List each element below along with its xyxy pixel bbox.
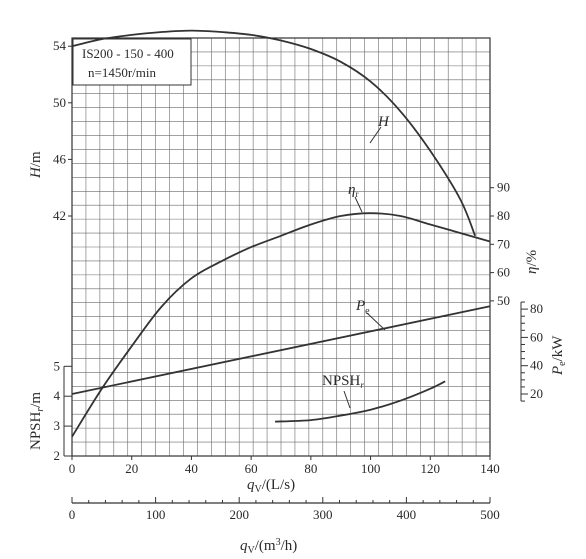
plot-frame (71, 37, 491, 457)
npsh-tick-label: 2 (54, 448, 61, 463)
y-axis-title-Pe: Pe/kW (550, 335, 568, 376)
x-tick-label: 120 (421, 461, 441, 476)
curve-label-H-text: H (377, 114, 390, 130)
y-axis-title-H: H/m (28, 151, 44, 179)
x2-tick-label: 300 (313, 507, 333, 522)
npsh-tick-label: 5 (54, 358, 61, 373)
x2-tick-label: 400 (397, 507, 417, 522)
eta-tick-label: 60 (497, 265, 510, 280)
h-tick-label: 42 (53, 208, 66, 223)
eta-tick-label: 50 (497, 293, 510, 308)
model-info-box: IS200 - 150 - 400 n=1450r/min (72, 38, 192, 86)
speed-label: n=1450r/min (88, 65, 156, 80)
pe-tick-label: 80 (530, 301, 543, 316)
x2-axis-title: qV/(m3/h) (240, 537, 297, 556)
grid (72, 38, 490, 456)
head-curve (71, 29, 476, 237)
curve-label-H: H (369, 114, 390, 144)
x-tick-label: 100 (361, 461, 381, 476)
eta-tick-label: 90 (497, 180, 510, 195)
efficiency-curve (71, 212, 491, 438)
npsh-curve (274, 380, 446, 423)
x-tick-label: 20 (125, 461, 138, 476)
model-label: IS200 - 150 - 400 (82, 46, 174, 61)
x-tick-label: 140 (480, 461, 500, 476)
y-axis-title-eta: η/% (524, 250, 540, 274)
x-tick-label: 60 (245, 461, 258, 476)
h-tick-label: 54 (53, 38, 67, 53)
x-tick-label: 0 (69, 461, 76, 476)
h-tick-label: 50 (53, 95, 66, 110)
pe-tick-label: 20 (530, 386, 543, 401)
x2-tick-label: 200 (229, 507, 249, 522)
h-tick-label: 46 (53, 151, 67, 166)
curve-label-eta: ηr (348, 182, 363, 213)
y-axis-title-NPSH: NPSHr/m (28, 392, 46, 450)
x-tick-label: 80 (304, 461, 317, 476)
x2-tick-label: 500 (480, 507, 500, 522)
curve-label-Pe-text: Pe (355, 298, 370, 317)
x2-tick-label: 0 (69, 507, 76, 522)
x-axis-title: qV/(L/s) (247, 477, 295, 495)
x-tick-label: 40 (185, 461, 198, 476)
curve-label-NPSH-text: NPSHr (322, 373, 364, 390)
npsh-tick-label: 4 (54, 388, 61, 403)
power-curve (71, 305, 491, 395)
model-info-background (72, 38, 192, 86)
eta-tick-label: 70 (497, 236, 510, 251)
x2-tick-label: 100 (146, 507, 166, 522)
pe-tick-label: 40 (530, 358, 543, 373)
npsh-tick-label: 3 (54, 418, 61, 433)
curve-label-NPSH: NPSHr (322, 373, 364, 409)
curve-label-eta-text: ηr (348, 182, 358, 199)
eta-tick-label: 80 (497, 208, 510, 223)
pe-tick-label: 60 (530, 329, 543, 344)
